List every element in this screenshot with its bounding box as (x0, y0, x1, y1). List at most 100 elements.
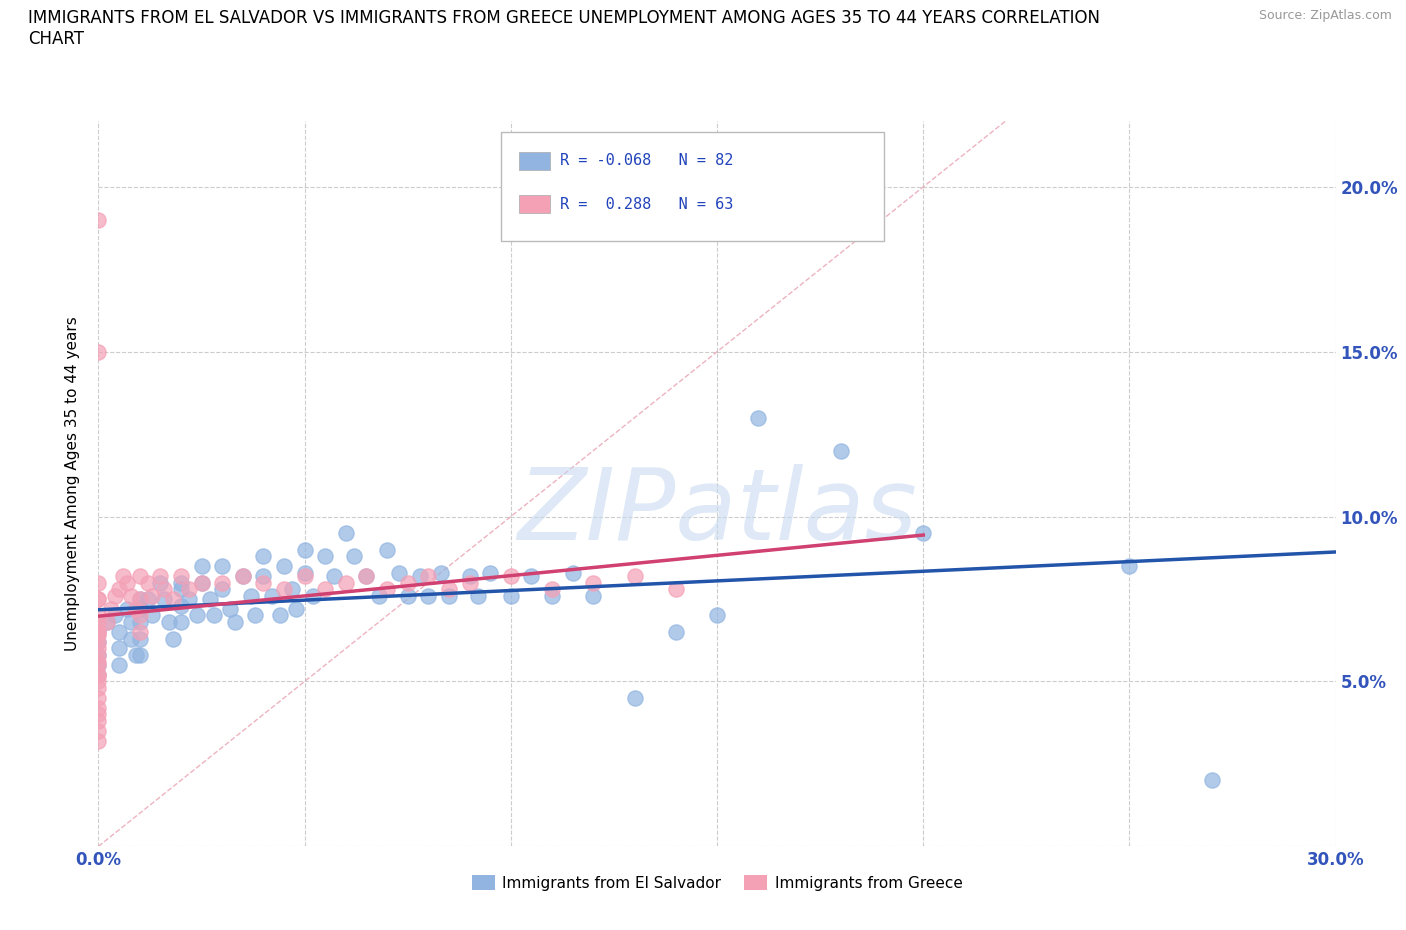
Point (96, 615, 118, 630)
Point (396, 575, 419, 590)
Point (665, 581, 688, 596)
Text: ZIPatlas: ZIPatlas (517, 464, 917, 561)
Point (87, 734, 110, 749)
Point (87, 668, 110, 683)
Point (314, 581, 336, 596)
Point (87, 344, 110, 359)
Point (273, 559, 295, 574)
Point (294, 565, 316, 580)
Point (409, 568, 432, 583)
Point (252, 568, 274, 583)
Point (582, 589, 605, 604)
Point (128, 568, 150, 583)
Point (302, 589, 325, 604)
Point (128, 615, 150, 630)
Text: R =  0.288   N = 63: R = 0.288 N = 63 (560, 197, 734, 212)
Point (281, 581, 304, 596)
FancyBboxPatch shape (501, 132, 884, 241)
Point (117, 575, 139, 590)
Point (87, 690, 110, 705)
Point (356, 568, 378, 583)
Point (437, 581, 460, 596)
Point (120, 589, 142, 604)
Point (170, 598, 193, 613)
Point (179, 591, 201, 606)
Point (252, 575, 274, 590)
Text: Source: ZipAtlas.com: Source: ZipAtlas.com (1258, 9, 1392, 22)
Point (211, 581, 233, 596)
Point (87, 591, 110, 606)
Point (665, 625, 688, 640)
Legend: Immigrants from El Salvador, Immigrants from Greece: Immigrants from El Salvador, Immigrants … (465, 869, 969, 897)
Point (136, 591, 159, 606)
Point (520, 568, 543, 583)
Point (388, 565, 411, 580)
Point (219, 602, 242, 617)
Point (437, 589, 460, 604)
Point (162, 631, 184, 646)
Point (198, 591, 221, 606)
Point (87, 647, 110, 662)
Point (561, 565, 583, 580)
Point (582, 575, 605, 590)
Point (87, 608, 110, 623)
Point (87, 668, 110, 683)
Point (120, 631, 142, 646)
Point (149, 575, 172, 590)
Point (87, 615, 110, 630)
Point (87, 674, 110, 689)
Point (128, 631, 150, 646)
Point (87, 641, 110, 656)
Point (120, 615, 142, 630)
Point (499, 589, 522, 604)
Point (335, 525, 357, 540)
Point (153, 581, 176, 596)
Point (458, 568, 481, 583)
Point (100, 602, 122, 617)
Point (706, 608, 728, 623)
Point (141, 589, 163, 604)
Point (87, 668, 110, 683)
Bar (519, 195, 550, 213)
Point (87, 628, 110, 643)
Y-axis label: Unemployment Among Ages 35 to 44 years: Unemployment Among Ages 35 to 44 years (65, 316, 80, 651)
Point (418, 568, 440, 583)
Point (541, 581, 564, 596)
Point (343, 549, 366, 564)
Point (87, 625, 110, 640)
Point (128, 602, 150, 617)
Point (1201, 773, 1223, 788)
Point (87, 724, 110, 738)
Point (170, 581, 193, 596)
Point (232, 568, 254, 583)
Point (260, 589, 283, 604)
Point (112, 568, 135, 583)
Point (232, 568, 254, 583)
Point (96, 615, 118, 630)
Point (128, 625, 150, 640)
Bar (519, 152, 550, 170)
Point (87, 658, 110, 672)
Point (87, 681, 110, 696)
Point (367, 589, 389, 604)
Point (162, 591, 184, 606)
Point (170, 575, 193, 590)
Point (87, 575, 110, 590)
Text: R = -0.068   N = 82: R = -0.068 N = 82 (560, 153, 734, 168)
Point (202, 608, 225, 623)
Point (294, 568, 316, 583)
Point (912, 525, 935, 540)
Point (747, 410, 769, 425)
Point (479, 565, 502, 580)
Point (128, 591, 150, 606)
Point (243, 608, 266, 623)
Point (190, 559, 212, 574)
Point (87, 654, 110, 669)
Point (108, 641, 131, 656)
Point (179, 581, 201, 596)
Point (375, 542, 398, 557)
Point (186, 608, 208, 623)
Point (499, 568, 522, 583)
Point (87, 591, 110, 606)
Point (322, 568, 344, 583)
